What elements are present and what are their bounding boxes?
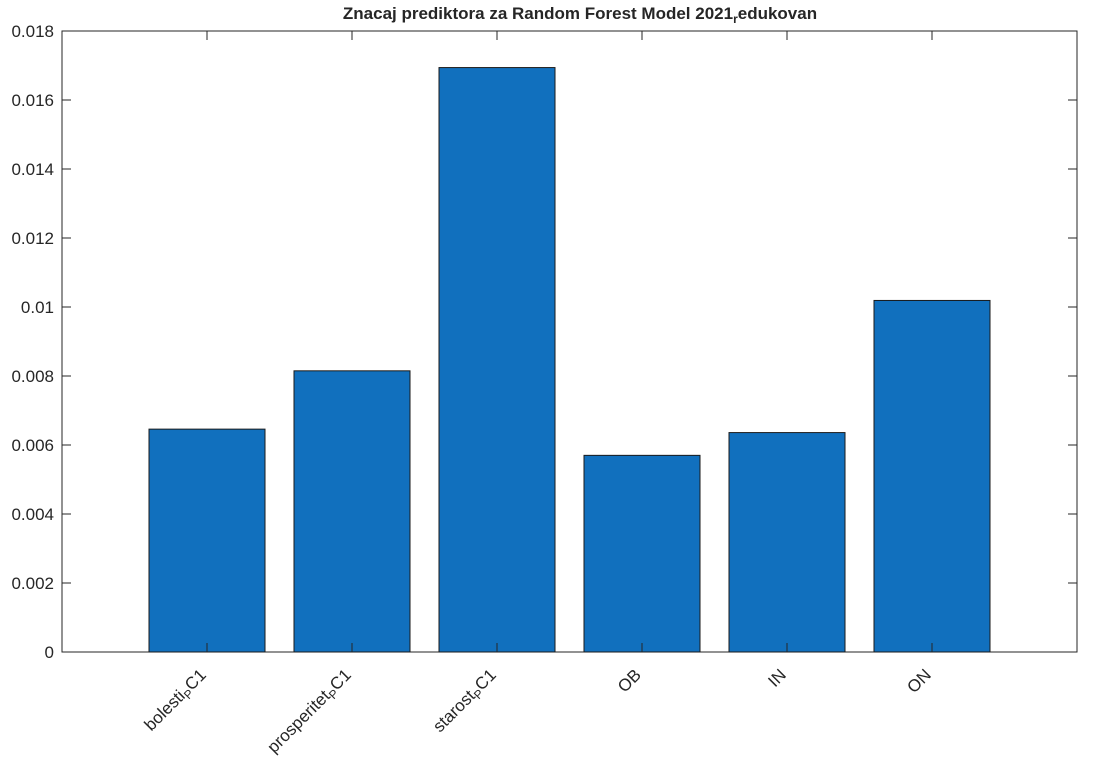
y-tick-label: 0.006 [11, 436, 54, 455]
y-tick-label: 0.018 [11, 22, 54, 41]
bar-1 [148, 428, 266, 653]
bar-3 [438, 67, 556, 653]
y-tick-label: 0 [45, 643, 54, 662]
bar-5 [728, 432, 846, 653]
x-tick-label: bolestiPC1 [141, 665, 212, 736]
y-tick-label: 0.004 [11, 505, 54, 524]
plot-area [61, 30, 1078, 653]
bar-4 [583, 454, 701, 653]
x-tick-label: OB [614, 665, 645, 696]
y-tick-label: 0.012 [11, 229, 54, 248]
x-tick-label: prosperitetPC1 [264, 665, 357, 758]
y-axis: 0 0.002 0.004 0.006 0.008 0.01 0.012 0.014 0.016… [11, 22, 1077, 662]
x-tick-label: starostPC1 [429, 665, 502, 738]
x-tick-label: ON [903, 665, 934, 696]
bar-2 [293, 370, 411, 653]
y-tick-label: 0.002 [11, 574, 54, 593]
chart-title: Znacaj prediktora za Random Forest Model… [343, 4, 817, 26]
bar-6 [873, 299, 991, 653]
y-tick-label: 0.008 [11, 367, 54, 386]
y-tick-label: 0.01 [21, 298, 54, 317]
bar-series [148, 67, 991, 653]
y-tick-label: 0.014 [11, 160, 54, 179]
y-tick-label: 0.016 [11, 91, 54, 110]
x-tick-label: IN [764, 665, 789, 690]
